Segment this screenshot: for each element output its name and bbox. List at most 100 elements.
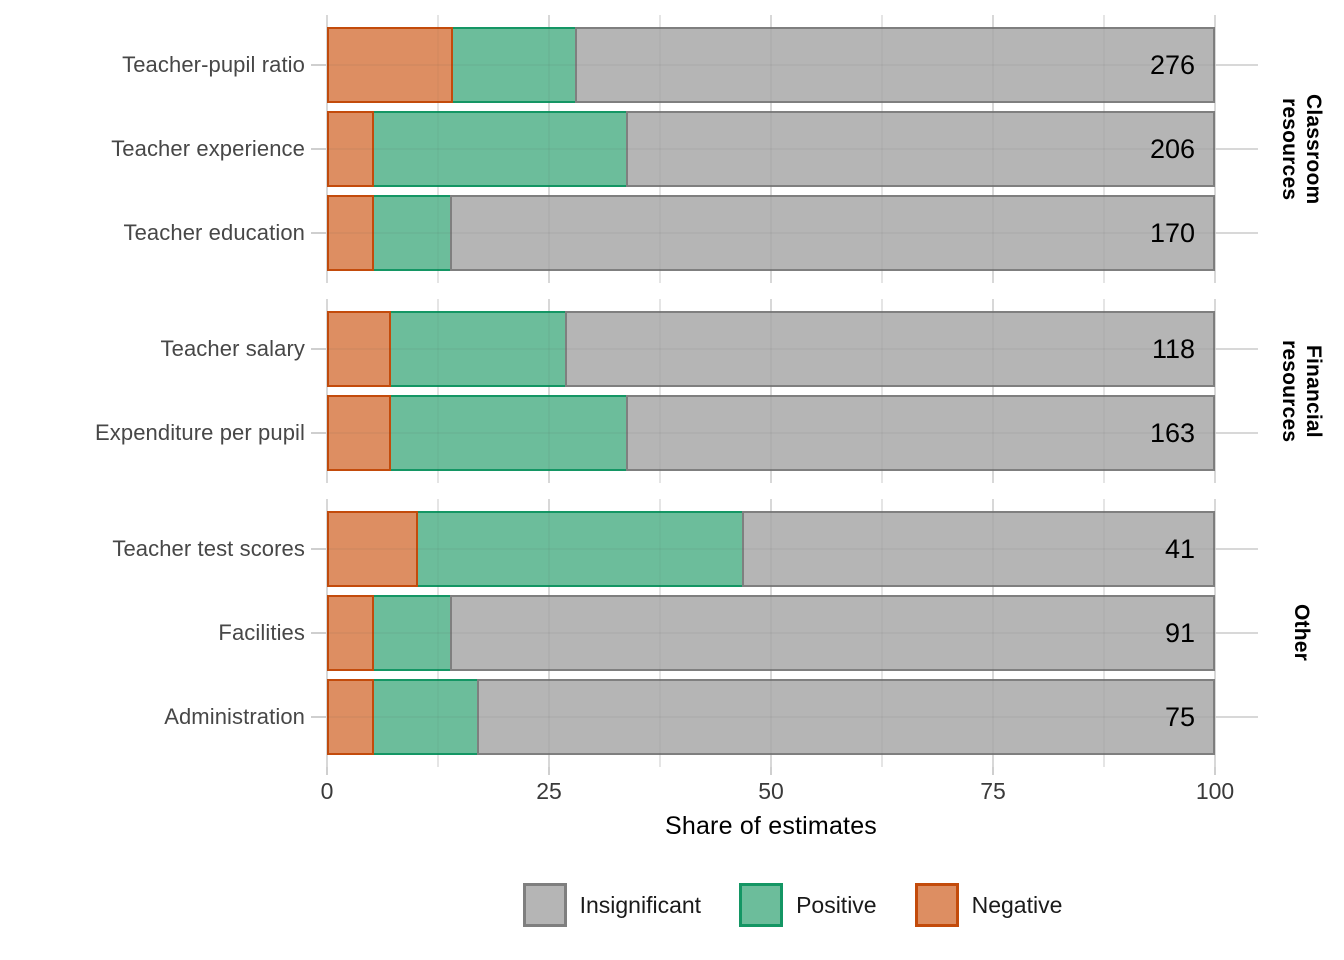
bar-row: 170	[327, 195, 1215, 271]
plot-panel: 276 206 170	[326, 15, 1258, 283]
bar-segment-negative	[327, 195, 375, 271]
legend: Insignificant Positive Negative	[327, 883, 1258, 927]
x-axis-tick-label: 50	[758, 778, 784, 804]
facet-strip-label: Other	[1290, 604, 1314, 662]
x-axis-tick-mark	[992, 767, 994, 775]
gridline-overlay-major	[326, 299, 328, 483]
bar-segment-insignificant	[625, 395, 1215, 471]
facet-strip-label: Financial resources	[1278, 339, 1326, 443]
bar-row: 118	[327, 311, 1215, 387]
bar-row: 75	[327, 679, 1215, 755]
gridline-overlay-major	[1214, 499, 1216, 767]
count-label: 206	[1149, 134, 1195, 164]
count-label: 91	[1164, 618, 1195, 648]
x-axis-tick-mark	[326, 767, 328, 775]
gridline-overlay-major	[992, 15, 994, 283]
y-axis-tick-mark	[311, 148, 327, 150]
x-axis-title: Share of estimates	[664, 812, 878, 840]
gridline-overlay-major	[548, 299, 550, 483]
bar-segment-insignificant	[449, 595, 1215, 671]
y-axis-tick-mark	[311, 64, 327, 66]
gridline-major-vertical	[548, 299, 550, 483]
bar-row: 41	[327, 511, 1215, 587]
legend-item: Insignificant	[522, 883, 701, 927]
count-label: 170	[1149, 218, 1195, 248]
gridline-overlay-major	[548, 15, 550, 283]
bar-segment-positive	[327, 111, 629, 187]
gridline-overlay-major	[548, 499, 550, 767]
bar-row: 163	[327, 395, 1215, 471]
plot-panel: 41 91 75	[326, 499, 1258, 767]
category-label: Teacher-pupil ratio	[122, 52, 305, 77]
category-label: Teacher test scores	[112, 536, 305, 561]
x-axis-tick-label: 100	[1195, 778, 1235, 804]
y-axis-labels: Teacher salary Expenditure per pupil	[0, 299, 327, 483]
legend-key-positive	[739, 883, 784, 927]
category-row: Facilities	[0, 595, 327, 671]
gridline-overlay-major	[770, 15, 772, 283]
category-label: Facilities	[218, 620, 305, 645]
legend-item: Positive	[739, 883, 877, 927]
gridline-major-vertical	[992, 299, 994, 483]
bar-segment-insignificant	[574, 27, 1215, 103]
bar-row: 91	[327, 595, 1215, 671]
category-row: Teacher test scores	[0, 511, 327, 587]
category-row: Teacher-pupil ratio	[0, 27, 327, 103]
count-label: 276	[1149, 50, 1195, 80]
count-label: 118	[1151, 334, 1195, 364]
bar-segment-negative	[327, 595, 375, 671]
bar-segment-negative	[327, 679, 375, 755]
gridline-minor-vertical	[881, 299, 883, 483]
category-row: Teacher salary	[0, 311, 327, 387]
bar-segment-negative	[327, 511, 418, 587]
legend-label: Positive	[796, 891, 877, 918]
x-axis-tick-label: 25	[536, 778, 562, 804]
count-label: 41	[1164, 534, 1195, 564]
x-axis-tick-label: 0	[320, 778, 334, 804]
gridline-overlay-minor	[659, 299, 660, 483]
gridline-overlay-major	[992, 499, 994, 767]
gridline-overlay-major	[1214, 15, 1216, 283]
y-axis-labels: Teacher-pupil ratio Teacher experience Tea…	[0, 15, 327, 283]
gridline-overlay-horizontal	[327, 716, 1258, 718]
legend-label: Negative	[971, 891, 1063, 918]
bar-segment-insignificant	[477, 679, 1215, 755]
legend-key-insignificant	[522, 883, 567, 927]
bar-segment-insignificant	[626, 111, 1215, 187]
gridline-overlay-horizontal	[327, 432, 1258, 434]
gridline-overlay-major	[326, 15, 328, 283]
gridline-minor-vertical	[1103, 299, 1105, 483]
bar-segment-negative	[327, 27, 454, 103]
y-axis-tick-mark	[311, 632, 327, 634]
facet-panel: Teacher test scores Facilities Administrat…	[0, 499, 1344, 767]
gridline-overlay-horizontal	[327, 548, 1258, 550]
gridline-minor-vertical	[437, 299, 439, 483]
bar-row: 206	[327, 111, 1215, 187]
bar-segment-negative	[327, 111, 375, 187]
y-axis-tick-mark	[311, 716, 327, 718]
category-label: Teacher salary	[160, 336, 305, 361]
gridline-major-vertical	[1214, 299, 1216, 483]
legend-item: Negative	[914, 883, 1063, 927]
bar-segment-insignificant	[741, 511, 1215, 587]
bar-segment-negative	[327, 311, 391, 387]
facet-panels: Teacher-pupil ratio Teacher experience Tea…	[0, 15, 1344, 767]
legend-key-negative	[914, 883, 959, 927]
category-row: Teacher education	[0, 195, 327, 271]
bar-segment-insignificant	[565, 311, 1215, 387]
facet-panel: Teacher-pupil ratio Teacher experience Tea…	[0, 15, 1344, 283]
category-label: Teacher education	[123, 220, 305, 245]
gridline-overlay-major	[1214, 299, 1216, 483]
gridline-overlay-horizontal	[327, 64, 1258, 66]
y-axis-tick-mark	[311, 348, 327, 350]
facet-strip: Other	[1258, 499, 1344, 767]
gridline-overlay-horizontal	[327, 232, 1258, 234]
y-axis-labels: Teacher test scores Facilities Administrat…	[0, 499, 327, 767]
x-axis-tick-label: 75	[980, 778, 1006, 804]
category-row: Administration	[0, 679, 327, 755]
facet-strip-label: Classroom resources	[1278, 93, 1326, 205]
category-row: Teacher experience	[0, 111, 327, 187]
category-label: Teacher experience	[111, 136, 305, 161]
gridline-overlay-major	[770, 499, 772, 767]
